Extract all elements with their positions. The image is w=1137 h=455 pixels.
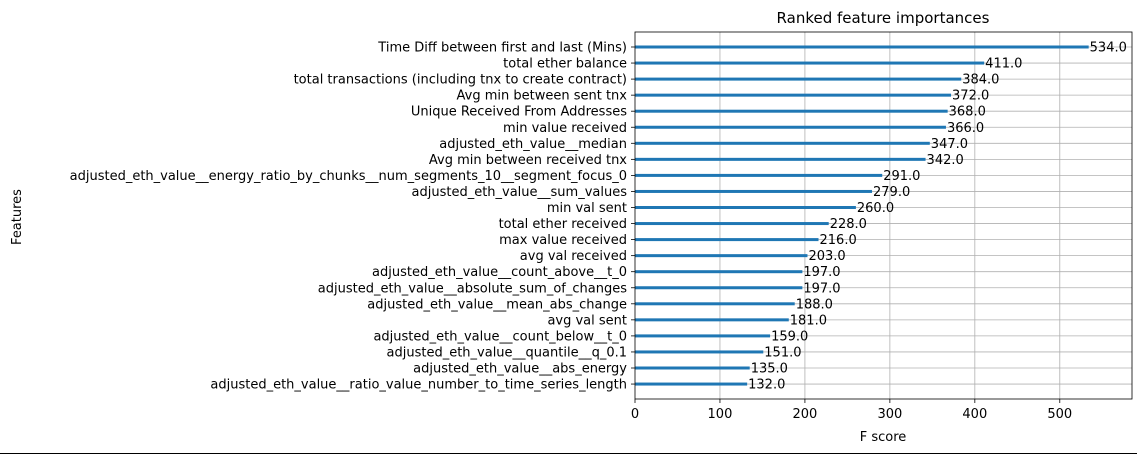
bar	[635, 157, 926, 161]
y-tick-label: total ether received	[499, 217, 627, 232]
bar-value-label: 260.0	[857, 201, 894, 216]
bar	[635, 189, 873, 193]
bar	[635, 270, 803, 274]
bar	[635, 334, 771, 338]
bar-value-label: 372.0	[952, 89, 989, 104]
bar-value-label: 534.0	[1090, 41, 1127, 56]
y-tick-label: adjusted_eth_value__count_above__t_0	[372, 265, 627, 280]
y-tick-label: adjusted_eth_value__sum_values	[412, 185, 628, 200]
chart-title: Ranked feature importances	[777, 9, 990, 27]
y-tick-label: min value received	[503, 121, 627, 136]
bar-value-label: 368.0	[949, 105, 986, 120]
bar-value-label: 135.0	[751, 362, 788, 377]
y-tick-label: avg val sent	[547, 313, 627, 328]
bar	[635, 254, 808, 258]
y-tick-label: total ether balance	[503, 57, 627, 72]
bar	[635, 77, 962, 81]
y-tick-label: max value received	[499, 233, 627, 248]
bar	[635, 222, 829, 226]
bar	[635, 125, 946, 129]
bar	[635, 93, 952, 97]
bar-value-label: 203.0	[808, 249, 845, 264]
y-tick-label: avg val received	[520, 249, 627, 264]
bar-value-label: 132.0	[748, 378, 785, 393]
y-tick-label: adjusted_eth_value__mean_abs_change	[367, 297, 627, 312]
axes-frame	[634, 31, 1133, 400]
bar	[635, 318, 789, 322]
x-axis-label: F score	[860, 430, 907, 445]
bar-value-label: 291.0	[883, 169, 920, 184]
bar-value-label: 279.0	[873, 185, 910, 200]
bar-value-label: 216.0	[820, 233, 857, 248]
bar	[635, 366, 750, 370]
x-tick-label: 400	[962, 407, 987, 422]
bar-value-label: 384.0	[962, 73, 999, 88]
y-tick-label: Avg min between received tnx	[429, 153, 627, 168]
x-tick-label: 100	[708, 407, 733, 422]
bar-value-label: 347.0	[931, 137, 968, 152]
y-tick-label: adjusted_eth_value__abs_energy	[413, 362, 627, 377]
y-tick-label: adjusted_eth_value__energy_ratio_by_chun…	[70, 169, 627, 184]
bar-value-label: 366.0	[947, 121, 984, 136]
x-tick-label: 300	[877, 407, 902, 422]
bar-value-label: 188.0	[796, 297, 833, 312]
bar-value-label: 228.0	[830, 217, 867, 232]
x-tick-label: 500	[1047, 407, 1072, 422]
bar-value-label: 342.0	[927, 153, 964, 168]
bar	[635, 302, 795, 306]
bar	[635, 350, 764, 354]
bar-value-label: 411.0	[985, 57, 1022, 72]
y-tick-label: Time Diff between first and last (Mins)	[377, 41, 627, 56]
x-tick-label: 0	[631, 407, 639, 422]
y-tick-label: adjusted_eth_value__median	[439, 137, 627, 152]
bottom-divider	[0, 453, 1137, 454]
y-tick-label: adjusted_eth_value__quantile__q_0.1	[387, 345, 627, 360]
bar	[635, 286, 803, 290]
bar-value-label: 159.0	[771, 329, 808, 344]
x-tick-label: 200	[793, 407, 818, 422]
bar-value-label: 181.0	[790, 313, 827, 328]
bar	[635, 382, 748, 386]
y-axis-label: Features	[10, 189, 25, 245]
y-tick-label: min val sent	[547, 201, 627, 216]
bar	[635, 173, 883, 177]
y-tick-label: adjusted_eth_value__absolute_sum_of_chan…	[318, 281, 627, 296]
bar	[635, 45, 1089, 49]
y-tick-label: adjusted_eth_value__ratio_value_number_t…	[210, 378, 627, 393]
bar	[635, 109, 948, 113]
y-tick-label: total transactions (including tnx to cre…	[294, 73, 627, 88]
bar-value-label: 197.0	[803, 281, 840, 296]
y-tick-label: Unique Received From Addresses	[411, 105, 627, 120]
bar	[635, 141, 930, 145]
y-tick-label: Avg min between sent tnx	[457, 89, 628, 104]
bar	[635, 61, 985, 65]
bar-value-label: 151.0	[764, 345, 801, 360]
bar-value-label: 197.0	[803, 265, 840, 280]
y-tick-label: adjusted_eth_value__count_below__t_0	[373, 329, 627, 344]
bar	[635, 206, 856, 209]
plot-area: Time Diff between first and last (Mins) 5…	[70, 31, 1133, 422]
bar	[635, 238, 819, 242]
